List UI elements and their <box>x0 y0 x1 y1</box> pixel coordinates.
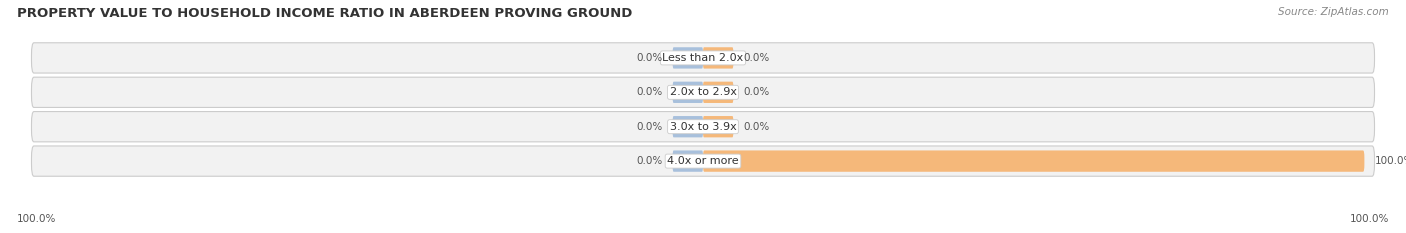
FancyBboxPatch shape <box>703 116 734 137</box>
Text: Source: ZipAtlas.com: Source: ZipAtlas.com <box>1278 7 1389 17</box>
FancyBboxPatch shape <box>31 77 1375 107</box>
Text: 0.0%: 0.0% <box>744 87 769 97</box>
FancyBboxPatch shape <box>672 116 703 137</box>
Text: 0.0%: 0.0% <box>744 122 769 132</box>
FancyBboxPatch shape <box>31 146 1375 176</box>
FancyBboxPatch shape <box>703 82 734 103</box>
FancyBboxPatch shape <box>672 47 703 69</box>
Text: 4.0x or more: 4.0x or more <box>668 156 738 166</box>
Text: 100.0%: 100.0% <box>1350 214 1389 224</box>
FancyBboxPatch shape <box>672 82 703 103</box>
FancyBboxPatch shape <box>703 47 734 69</box>
Text: 0.0%: 0.0% <box>637 87 662 97</box>
Text: 100.0%: 100.0% <box>1375 156 1406 166</box>
FancyBboxPatch shape <box>672 151 703 172</box>
FancyBboxPatch shape <box>31 43 1375 73</box>
Text: 0.0%: 0.0% <box>637 156 662 166</box>
Text: PROPERTY VALUE TO HOUSEHOLD INCOME RATIO IN ABERDEEN PROVING GROUND: PROPERTY VALUE TO HOUSEHOLD INCOME RATIO… <box>17 7 633 20</box>
FancyBboxPatch shape <box>703 151 1364 172</box>
FancyBboxPatch shape <box>31 112 1375 142</box>
Text: 0.0%: 0.0% <box>637 53 662 63</box>
Text: 3.0x to 3.9x: 3.0x to 3.9x <box>669 122 737 132</box>
Text: 2.0x to 2.9x: 2.0x to 2.9x <box>669 87 737 97</box>
Text: Less than 2.0x: Less than 2.0x <box>662 53 744 63</box>
Text: 100.0%: 100.0% <box>17 214 56 224</box>
Text: 0.0%: 0.0% <box>637 122 662 132</box>
Text: 0.0%: 0.0% <box>744 53 769 63</box>
